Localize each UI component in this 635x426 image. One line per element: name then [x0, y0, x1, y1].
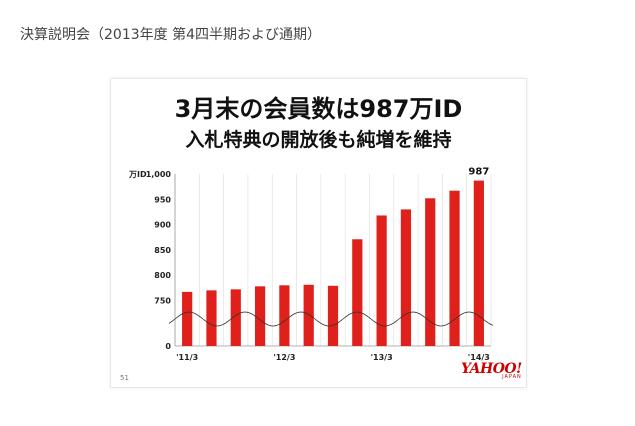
x-tick-label: '12/3: [273, 353, 295, 362]
bar: [425, 198, 436, 346]
bar: [182, 291, 193, 346]
logo-text: YAHOO!: [461, 361, 522, 377]
bar: [279, 285, 290, 346]
bar: [303, 284, 314, 346]
x-tick-label: '14/3: [468, 353, 490, 362]
bar: [376, 215, 387, 346]
y-tick-label: 0: [165, 342, 171, 351]
bar: [254, 286, 266, 346]
logo-subtext: JAPAN: [502, 374, 522, 380]
bar: [473, 180, 484, 346]
bar: [206, 290, 217, 346]
y-tick-label: 800: [154, 271, 171, 280]
y-tick-label: 750: [154, 296, 171, 305]
bar: [352, 239, 363, 346]
bar: [230, 289, 241, 346]
slide-title: 3月末の会員数は987万ID: [174, 95, 463, 123]
slide-subtitle: 入札特典の開放後も純増を維持: [185, 129, 452, 151]
bar: [327, 285, 339, 346]
yahoo-japan-logo: YAHOO! JAPAN: [461, 361, 522, 380]
y-tick-label: 1,000: [146, 170, 172, 179]
bar: [449, 190, 460, 346]
bar-chart: 1,000 950 900 850 800 750 0 万ID 987 '11/3 '12/3 '13…: [128, 167, 494, 362]
data-label: 987: [468, 167, 489, 178]
bar: [400, 209, 412, 346]
slide: 3月末の会員数は987万ID 入札特典の開放後も純増を維持 1,000 950 90…: [110, 78, 527, 388]
y-tick-label: 900: [154, 221, 171, 230]
y-tick-label: 950: [154, 195, 171, 204]
x-tick-label: '13/3: [371, 353, 393, 362]
x-tick-label: '11/3: [176, 353, 198, 362]
page-heading: 決算説明会（2013年度 第4四半期および通期）: [20, 27, 321, 43]
axis-break-wave: [168, 311, 494, 327]
y-tick-label: 850: [154, 246, 171, 255]
slide-number: 51: [120, 374, 129, 382]
y-unit-label: 万ID: [128, 170, 147, 179]
